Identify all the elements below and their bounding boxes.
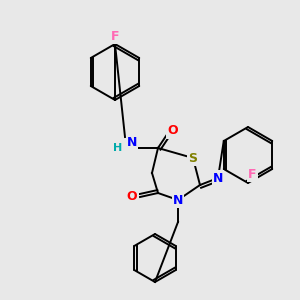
Text: N: N bbox=[173, 194, 183, 206]
Text: N: N bbox=[127, 136, 137, 149]
Text: F: F bbox=[111, 29, 119, 43]
Text: N: N bbox=[213, 172, 223, 184]
Text: F: F bbox=[248, 167, 256, 181]
Text: H: H bbox=[113, 143, 123, 153]
Text: O: O bbox=[127, 190, 137, 203]
Text: O: O bbox=[168, 124, 178, 137]
Text: S: S bbox=[188, 152, 197, 164]
